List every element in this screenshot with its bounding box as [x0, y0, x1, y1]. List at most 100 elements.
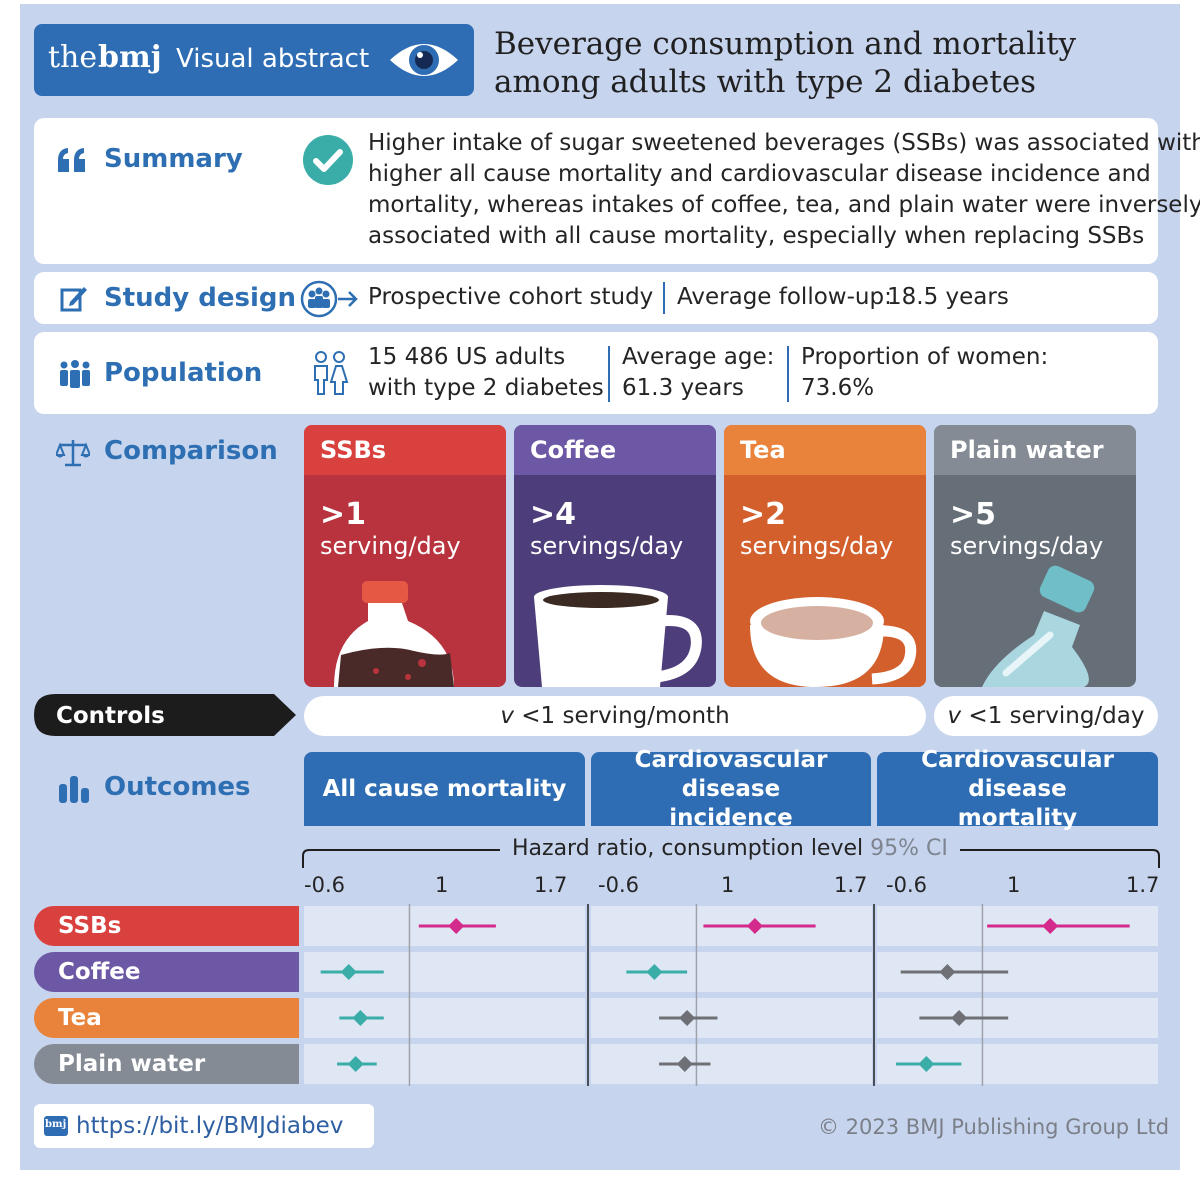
control-daily-text: <1 serving/day — [961, 703, 1145, 729]
row-label-tea: Tea — [34, 998, 299, 1038]
bmj-header-badge: the bmj Visual abstract — [34, 24, 474, 96]
hazard-ratio-marker — [448, 918, 465, 934]
hazard-ratio-marker — [1042, 918, 1059, 934]
card-unit-coffee: servings/day — [530, 532, 684, 560]
hazard-ratio-marker — [746, 918, 763, 934]
tick-panel2-low: -0.6 — [598, 873, 639, 897]
comparison-label: Comparison — [104, 436, 278, 466]
comparison-card-coffee: Coffee >4 servings/day — [514, 425, 716, 687]
control-monthly-pill: v <1 serving/month — [304, 696, 926, 736]
tick-panel1-ref: 1 — [435, 873, 449, 897]
tick-panel3-high: 1.7 — [1126, 873, 1160, 897]
card-header-tea — [724, 425, 926, 475]
card-unit-ssbs: serving/day — [320, 532, 461, 560]
hazard-ratio-marker — [951, 1010, 968, 1026]
card-unit-tea: servings/day — [740, 532, 894, 560]
plot-row-bg — [591, 998, 872, 1038]
summary-line-4: associated with all cause mortality, esp… — [368, 223, 1145, 249]
row-label-ssbs-text: SSBs — [58, 913, 122, 939]
outcome-header-all-cause: All cause mortality — [304, 752, 585, 826]
comparison-card-ssbs: SSBs >1 serving/day — [304, 425, 506, 687]
page-title-line1: Beverage consumption and mortality — [494, 26, 1077, 62]
followup-value: 18.5 years — [887, 284, 1009, 310]
controls-label: Controls — [56, 703, 165, 729]
tick-panel1-low: -0.6 — [304, 873, 345, 897]
hazard-ratio-marker — [352, 1010, 369, 1026]
plot-row-bg — [877, 998, 1158, 1038]
card-title-tea: Tea — [740, 436, 786, 464]
summary-line-1: Higher intake of sugar sweetened beverag… — [368, 130, 1200, 156]
quote-icon — [58, 148, 85, 172]
group-arrow-icon — [300, 280, 358, 318]
card-header-ssbs — [304, 425, 506, 475]
hazard-ratio-marker — [347, 1056, 364, 1072]
card-title-water: Plain water — [950, 436, 1104, 464]
soda-bottle-icon — [334, 581, 454, 687]
card-unit-water: servings/day — [950, 532, 1104, 560]
age-label: Average age: — [622, 344, 775, 370]
bar-chart-icon — [59, 776, 89, 803]
visual-abstract-canvas: the bmj Visual abstract Beverage consump… — [20, 4, 1200, 1170]
card-title-coffee: Coffee — [530, 436, 617, 464]
water-bottle-icon — [982, 565, 1095, 687]
row-label-coffee: Coffee — [34, 952, 299, 992]
checkmark-icon — [303, 135, 353, 185]
study-design-label: Study design — [104, 283, 297, 313]
summary-label: Summary — [104, 144, 243, 174]
logo-bmj: bmj — [98, 40, 162, 75]
adults-icon — [314, 351, 349, 395]
row-label-coffee-text: Coffee — [58, 959, 141, 985]
control-daily-pill: v <1 serving/day — [934, 696, 1158, 736]
visual-abstract-label: Visual abstract — [176, 44, 370, 74]
summary-panel: Summary Higher intake of sugar sweetened… — [34, 118, 1200, 264]
followup-label: Average follow-up: — [677, 284, 892, 310]
hazard-ratio-marker — [939, 964, 956, 980]
url-link[interactable]: https://bit.ly/BMJdiabev — [76, 1113, 344, 1139]
plot-row-bg — [591, 1044, 872, 1084]
axis-title-box: Hazard ratio, consumption level 95% CI — [500, 836, 960, 861]
women-value: 73.6% — [801, 375, 875, 401]
url-box[interactable]: bmj https://bit.ly/BMJdiabev — [34, 1104, 374, 1148]
copyright: © 2023 BMJ Publishing Group Ltd — [818, 1115, 1170, 1139]
summary-line-3: mortality, whereas intakes of coffee, te… — [368, 192, 1200, 218]
controls-tag — [34, 694, 296, 736]
outcome-header-cvd-mortality: Cardiovascular disease mortality — [877, 747, 1158, 831]
population-label: Population — [104, 358, 263, 388]
card-amount-water: >5 — [950, 497, 997, 532]
study-type: Prospective cohort study — [368, 284, 654, 310]
forest-plot — [304, 904, 1158, 1086]
card-amount-coffee: >4 — [530, 497, 577, 532]
card-amount-ssbs: >1 — [320, 497, 367, 532]
card-amount-tea: >2 — [740, 497, 787, 532]
axis-ci: 95% CI — [870, 836, 948, 861]
axis-title: Hazard ratio, consumption level — [512, 836, 864, 861]
population-divider-1 — [608, 346, 610, 402]
tick-panel1-high: 1.7 — [534, 873, 568, 897]
eye-icon — [390, 44, 458, 76]
scales-icon — [56, 440, 90, 467]
hazard-ratio-marker — [340, 964, 357, 980]
hazard-ratio-marker — [918, 1056, 935, 1072]
people-icon — [60, 360, 90, 388]
row-label-water: Plain water — [34, 1044, 299, 1084]
row-label-water-text: Plain water — [58, 1051, 206, 1077]
hazard-ratio-marker — [679, 1010, 696, 1026]
population-divider-2 — [787, 346, 789, 402]
control-v-monthly: v — [500, 703, 514, 729]
hazard-ratio-marker — [646, 964, 663, 980]
hazard-ratio-marker — [676, 1056, 693, 1072]
coffee-cup-icon — [534, 585, 702, 687]
population-count-desc: with type 2 diabetes — [368, 375, 604, 401]
row-label-ssbs: SSBs — [34, 906, 299, 946]
control-v-daily: v — [947, 703, 962, 729]
edit-icon — [60, 287, 87, 312]
outcome-header-cvd-incidence: Cardiovascular disease incidence — [591, 747, 871, 831]
tick-panel3-ref: 1 — [1007, 873, 1021, 897]
study-design-panel: Study design Prospective cohort study Av… — [34, 272, 1158, 324]
summary-line-2: higher all cause mortality and cardiovas… — [368, 161, 1151, 187]
card-header-coffee — [514, 425, 716, 475]
logo-the: the — [48, 40, 98, 75]
control-monthly-text: <1 serving/month — [513, 703, 730, 729]
card-title-ssbs: SSBs — [320, 436, 387, 464]
comparison-card-tea: Tea >2 servings/day — [724, 425, 926, 687]
